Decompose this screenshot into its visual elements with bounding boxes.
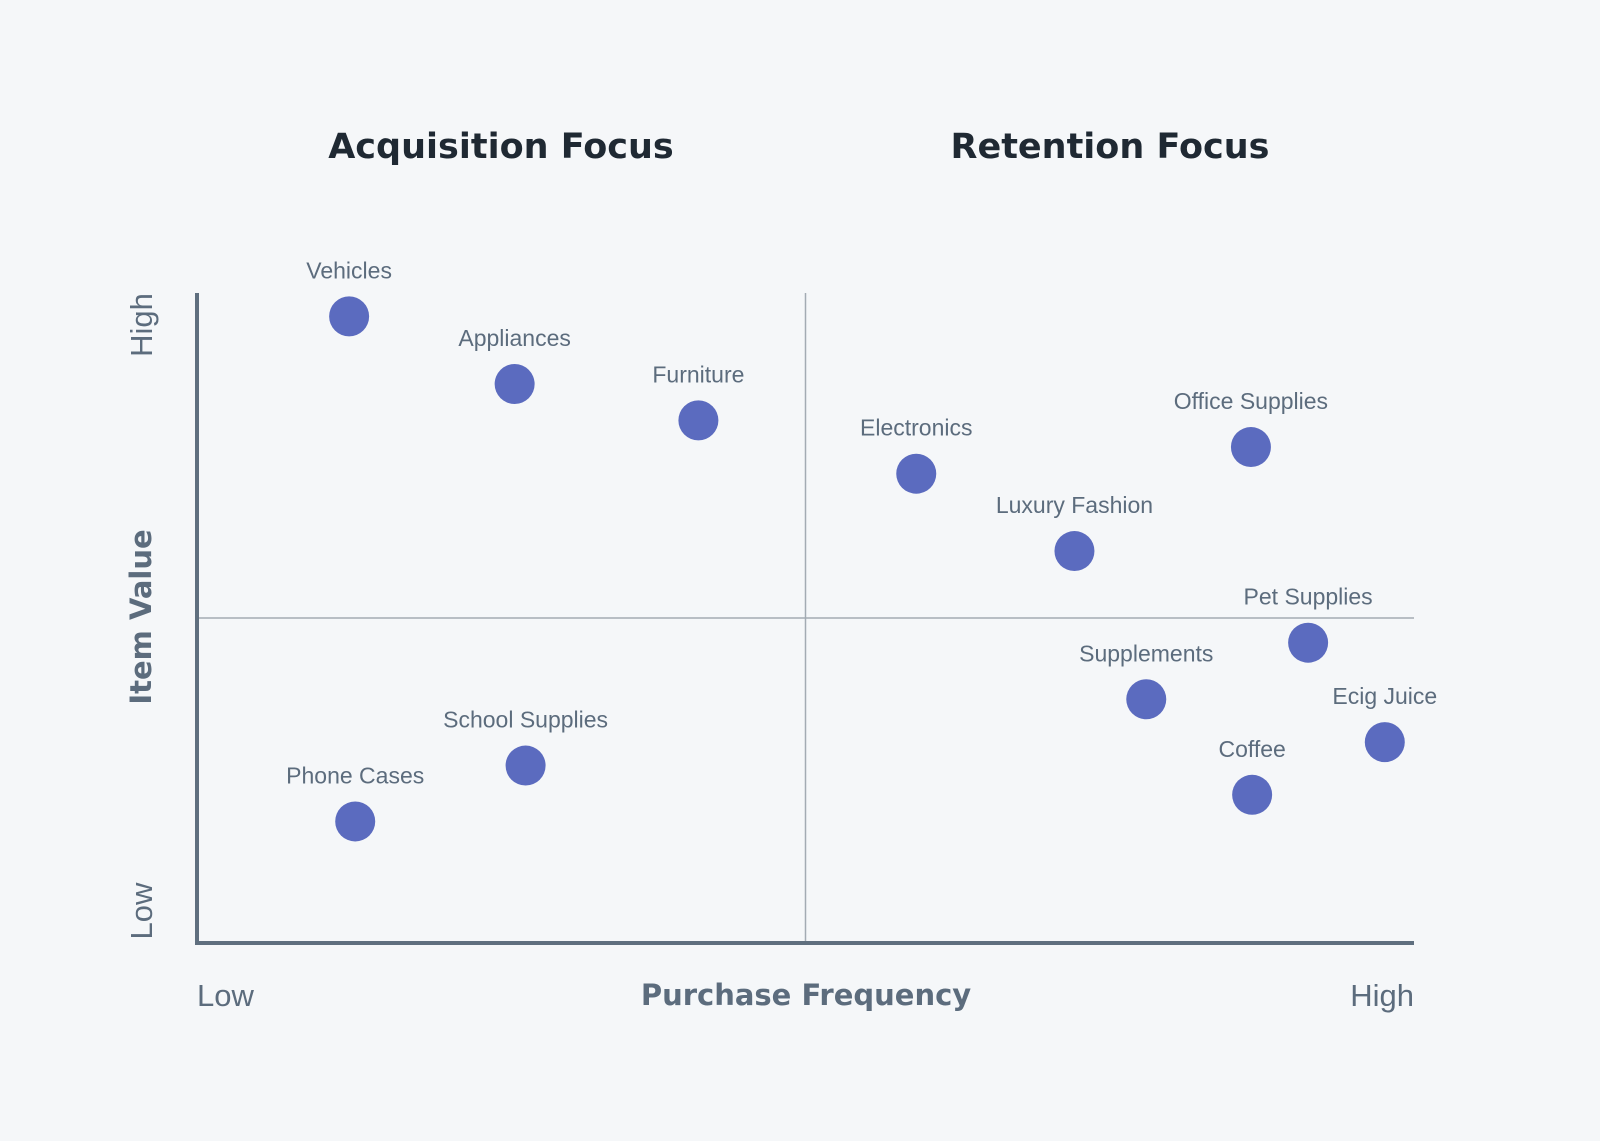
data-point bbox=[1364, 722, 1405, 763]
data-point-label: Supplements bbox=[1079, 640, 1213, 666]
data-point bbox=[335, 801, 376, 842]
data-point-label: Coffee bbox=[1218, 736, 1285, 762]
data-point bbox=[505, 745, 546, 786]
data-point-label: Appliances bbox=[458, 325, 571, 351]
y-axis-title: Item Value bbox=[124, 529, 158, 704]
data-point bbox=[1288, 622, 1329, 663]
y-tick-low: Low bbox=[124, 882, 159, 939]
data-point-label: Ecig Juice bbox=[1332, 683, 1437, 709]
data-point-label: Electronics bbox=[860, 415, 972, 441]
data-point bbox=[1126, 679, 1167, 720]
data-point-label: Vehicles bbox=[306, 257, 392, 283]
data-point-label: Luxury Fashion bbox=[996, 492, 1153, 518]
data-point-label: Phone Cases bbox=[286, 762, 424, 788]
data-point-label: Furniture bbox=[652, 361, 744, 387]
data-point bbox=[494, 364, 535, 404]
y-tick-high: High bbox=[124, 293, 159, 357]
x-axis-title: Purchase Frequency bbox=[641, 978, 971, 1012]
data-point-label: Office Supplies bbox=[1174, 388, 1328, 414]
quadrant-title-acquisition: Acquisition Focus bbox=[328, 127, 674, 167]
data-point bbox=[1054, 531, 1095, 572]
data-point bbox=[1230, 427, 1271, 468]
data-point bbox=[1232, 774, 1273, 815]
x-tick-low: Low bbox=[197, 978, 254, 1013]
data-point-label: School Supplies bbox=[443, 707, 608, 733]
data-point-label: Pet Supplies bbox=[1244, 584, 1373, 610]
data-point bbox=[329, 296, 370, 337]
quadrant-title-retention: Retention Focus bbox=[951, 127, 1270, 167]
data-point bbox=[896, 453, 937, 494]
x-tick-high: High bbox=[1350, 978, 1414, 1013]
points-layer: Vehicles Appliances Furniture Electronics Of… bbox=[286, 257, 1437, 842]
data-point bbox=[678, 400, 719, 441]
